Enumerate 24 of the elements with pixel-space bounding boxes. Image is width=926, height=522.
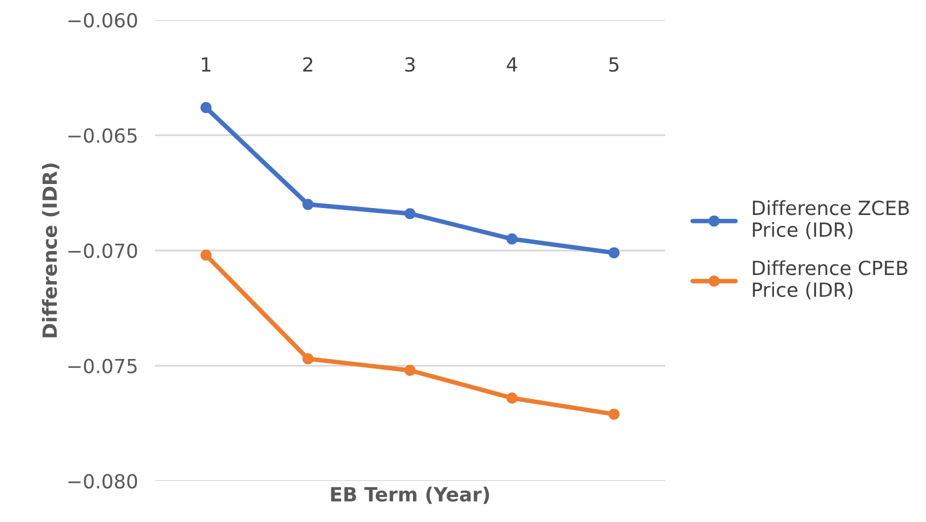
point — [608, 408, 620, 420]
y-tick-label: −0.075 — [68, 358, 137, 374]
point — [506, 392, 518, 404]
x-tick-label: 4 — [506, 57, 518, 72]
y-tick-label: −0.070 — [68, 243, 138, 258]
y-axis-title: Difference (IDR) — [42, 164, 60, 338]
point — [608, 247, 620, 258]
y-tick-label: −0.060 — [68, 12, 138, 28]
point — [404, 208, 416, 220]
y-tick-label: −0.065 — [68, 128, 137, 143]
x-tick-label: 5 — [609, 57, 618, 72]
point — [506, 233, 518, 245]
x-axis-title: EB Term (Year) — [331, 486, 489, 504]
point — [404, 364, 416, 376]
point — [200, 102, 212, 114]
x-tick-label: 3 — [405, 57, 415, 72]
point — [302, 353, 314, 364]
point — [302, 198, 314, 210]
legend-label: Difference ZCEB Price (IDR) — [752, 200, 909, 240]
y-tick-label: −0.080 — [68, 474, 138, 489]
x-tick-label: 2 — [303, 57, 312, 72]
x-tick-label: 1 — [202, 57, 210, 72]
point — [200, 250, 212, 261]
legend-label: Difference CPEB Price (IDR) — [752, 260, 908, 300]
